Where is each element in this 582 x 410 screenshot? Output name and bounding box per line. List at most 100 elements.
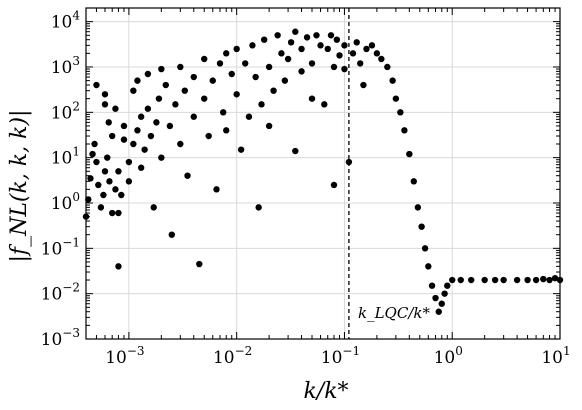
data-point xyxy=(181,87,188,94)
data-point xyxy=(233,45,240,53)
data-point xyxy=(184,172,191,179)
x-tick-label: 101 xyxy=(541,344,570,368)
data-point xyxy=(360,81,367,89)
data-point xyxy=(153,119,160,126)
data-point xyxy=(341,42,348,49)
data-point xyxy=(190,113,197,120)
axis-ticks xyxy=(85,7,561,340)
y-tick-labels: 10−3 10−2 10−1 100 101 102 103 104 xyxy=(41,9,81,350)
plot-frame xyxy=(85,7,561,340)
data-point xyxy=(444,282,451,289)
data-point xyxy=(265,122,273,130)
data-point xyxy=(97,204,105,211)
data-point xyxy=(87,175,94,182)
data-point xyxy=(95,181,102,189)
data-point xyxy=(324,45,331,53)
data-point xyxy=(317,42,324,49)
y-tick-label: 10−3 xyxy=(41,326,80,350)
data-point xyxy=(144,70,152,78)
data-point xyxy=(384,63,391,71)
data-point xyxy=(166,122,174,130)
data-point xyxy=(120,122,128,130)
data-point xyxy=(233,91,240,98)
data-point xyxy=(349,50,357,57)
data-point xyxy=(432,294,439,302)
data-point xyxy=(242,60,249,67)
data-point xyxy=(292,147,299,155)
y-tick-label: 10−1 xyxy=(41,235,80,259)
data-point xyxy=(298,45,305,53)
data-point xyxy=(216,60,224,67)
data-point xyxy=(373,50,381,57)
data-point xyxy=(327,32,335,39)
y-tick-label: 10−2 xyxy=(41,281,80,305)
data-point xyxy=(392,95,400,102)
data-point xyxy=(421,245,429,252)
data-point xyxy=(130,140,137,148)
data-point xyxy=(449,276,456,284)
data-point xyxy=(93,158,100,166)
scatter-points xyxy=(82,28,564,315)
y-tick-label: 103 xyxy=(51,54,80,78)
data-point xyxy=(209,77,216,84)
data-point xyxy=(137,164,145,171)
data-point xyxy=(108,132,116,140)
data-point xyxy=(308,60,316,67)
data-point xyxy=(274,32,281,39)
x-axis-title: k/k* xyxy=(303,379,348,404)
data-point xyxy=(414,204,422,211)
data-point xyxy=(260,36,268,43)
data-point xyxy=(101,101,109,108)
data-point xyxy=(118,191,125,199)
data-point xyxy=(130,87,137,94)
y-tick-label: 101 xyxy=(51,145,80,169)
data-point xyxy=(104,154,111,161)
data-point xyxy=(85,196,92,203)
data-point xyxy=(106,178,113,185)
data-point xyxy=(158,65,165,73)
data-point xyxy=(112,186,119,193)
data-point xyxy=(177,140,184,148)
data-point xyxy=(134,77,141,84)
data-point xyxy=(155,95,163,102)
data-point xyxy=(134,127,141,134)
data-point xyxy=(336,52,343,59)
data-point xyxy=(245,113,253,120)
data-point xyxy=(353,39,360,46)
data-point xyxy=(341,65,348,73)
data-point xyxy=(205,132,212,140)
data-point xyxy=(101,91,109,98)
data-point xyxy=(237,146,245,153)
data-point xyxy=(468,276,475,284)
data-point xyxy=(428,282,436,289)
data-point xyxy=(101,168,109,175)
y-axis-title: |f_NL(k, k, k)| xyxy=(7,110,32,263)
data-point xyxy=(112,105,119,112)
data-point xyxy=(255,204,262,211)
data-point xyxy=(144,105,152,112)
data-point xyxy=(481,276,488,284)
data-point xyxy=(435,308,442,315)
data-point xyxy=(108,209,116,217)
data-point xyxy=(418,223,425,230)
data-point xyxy=(333,36,341,43)
data-point xyxy=(546,276,553,284)
data-point xyxy=(330,181,338,189)
data-point xyxy=(401,127,408,134)
x-tick-label: 10−1 xyxy=(321,344,360,368)
data-point xyxy=(524,276,531,284)
data-point xyxy=(172,101,179,108)
data-point xyxy=(201,55,208,63)
data-point xyxy=(100,191,107,199)
data-point xyxy=(223,127,230,134)
data-point xyxy=(330,63,338,71)
data-point xyxy=(298,68,305,75)
data-point xyxy=(89,150,96,158)
data-point xyxy=(270,87,277,94)
data-point xyxy=(168,231,175,238)
data-point xyxy=(363,45,370,53)
data-point xyxy=(196,260,203,268)
y-tick-label: 104 xyxy=(51,9,81,33)
data-point xyxy=(105,119,112,126)
x-tick-label: 100 xyxy=(434,344,463,368)
